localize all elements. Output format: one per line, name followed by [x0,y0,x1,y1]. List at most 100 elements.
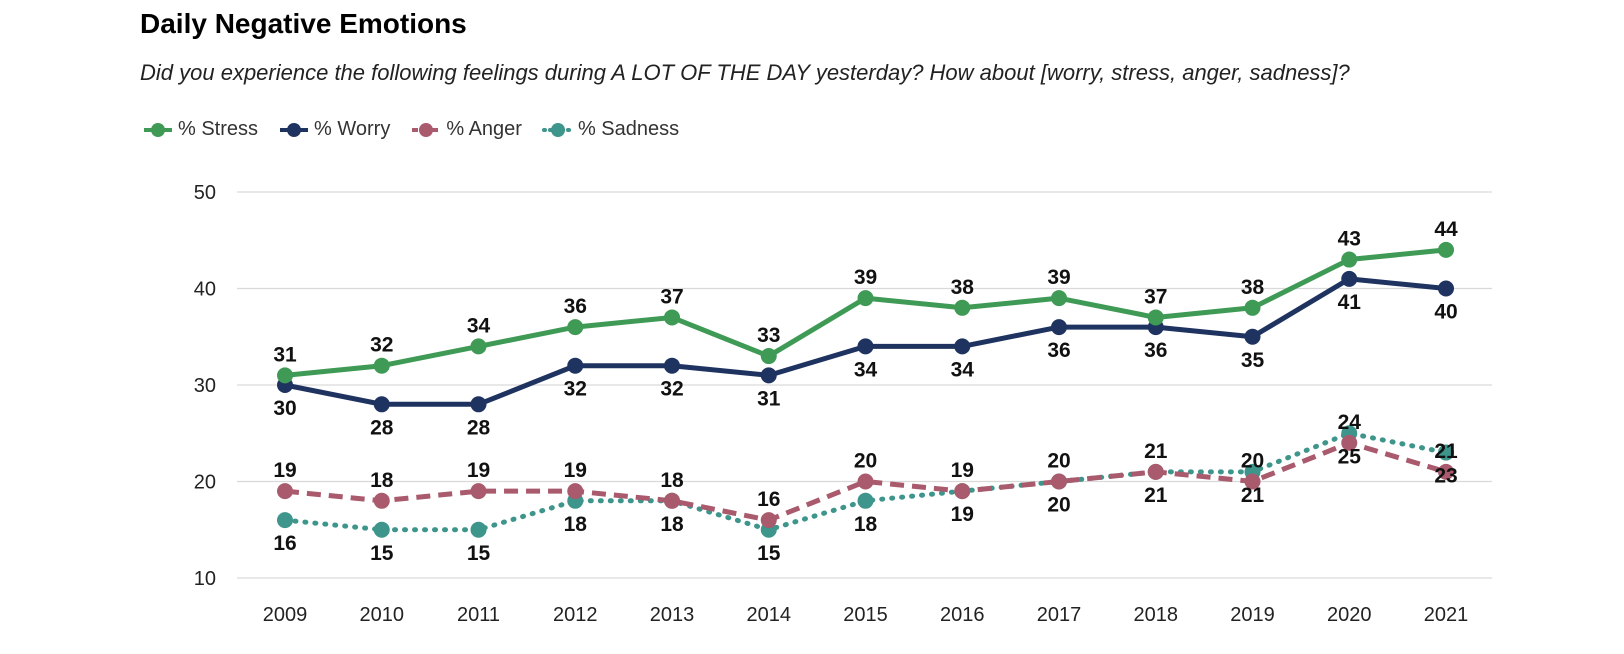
y-tick-label: 40 [194,279,216,301]
data-point [760,512,777,529]
data-label: 21 [1434,440,1458,463]
data-label: 19 [951,459,974,482]
data-label: 20 [1241,450,1264,473]
x-tick-label: 2009 [263,604,308,626]
data-label: 39 [1047,266,1070,289]
data-point [567,483,584,500]
data-label: 16 [757,488,780,511]
data-point [760,367,777,384]
x-tick-label: 2016 [940,604,985,626]
data-label: 34 [467,314,491,337]
data-label: 30 [273,397,296,420]
data-point [664,309,680,326]
data-point [470,396,487,413]
data-point [1438,241,1454,258]
data-point [954,299,971,316]
data-label: 18 [854,513,878,536]
legend-swatch-icon [412,122,441,137]
y-tick-label: 20 [194,472,216,494]
x-tick-label: 2017 [1037,604,1082,626]
data-label: 34 [854,358,878,381]
data-point [470,338,487,355]
y-tick-label: 30 [194,375,216,397]
data-point [1341,251,1358,268]
data-label: 36 [1047,339,1070,362]
data-label: 20 [1047,450,1070,473]
data-label: 36 [1144,339,1167,362]
y-tick-label: 50 [194,182,216,204]
chart-legend: % Stress % Worry % Anger % Sadness [142,118,679,141]
data-point [373,357,390,374]
legend-label: % Worry [314,118,391,140]
data-label: 19 [951,503,974,526]
data-point [1147,309,1164,326]
data-label: 15 [370,542,394,565]
data-point [857,473,874,490]
data-label: 16 [273,532,296,555]
data-point [470,483,487,500]
data-label: 34 [951,358,975,381]
data-label: 37 [660,285,683,308]
data-point [1051,473,1067,490]
data-point [857,492,874,509]
data-label: 32 [660,378,683,401]
legend-swatch-icon [541,122,574,137]
data-point [954,483,971,500]
data-label: 35 [1241,349,1265,372]
data-point [1341,434,1358,451]
data-point [470,521,487,538]
data-point [567,357,584,374]
data-label: 40 [1434,301,1457,324]
x-tick-label: 2015 [843,604,888,626]
data-point [664,357,680,374]
data-label: 39 [854,266,877,289]
legend-swatch-icon [144,122,172,137]
data-label: 36 [564,295,587,318]
data-label: 21 [1241,484,1265,507]
x-tick-label: 2010 [360,604,405,626]
data-point [1438,463,1454,480]
data-point [277,512,293,529]
x-tick-label: 2020 [1327,604,1372,626]
data-point [1244,328,1261,345]
data-label: 33 [757,324,780,347]
data-label: 15 [757,542,781,565]
x-tick-label: 2013 [650,604,695,626]
chart-subtitle: Did you experience the following feeling… [140,60,1350,85]
data-point [1051,290,1067,307]
data-point [1147,463,1164,480]
data-label: 20 [1047,494,1070,517]
data-label: 43 [1338,228,1361,251]
data-point [373,492,390,509]
data-label: 28 [467,416,491,439]
data-point [277,483,293,500]
data-point [857,338,874,355]
data-label: 31 [757,387,781,410]
x-tick-label: 2012 [553,604,598,626]
data-point [373,396,390,413]
legend-item: % Sadness [541,118,679,141]
chart-title: Daily Negative Emotions [140,8,467,39]
data-label: 20 [854,450,877,473]
legend-label: % Anger [446,118,522,140]
data-point [760,348,777,365]
data-point [954,338,971,355]
data-label: 32 [370,334,393,357]
data-label: 41 [1338,291,1362,314]
data-point [373,521,390,538]
data-label: 25 [1338,445,1362,468]
x-tick-label: 2019 [1230,604,1275,626]
data-point [1438,444,1454,461]
data-label: 38 [951,276,975,299]
data-point [664,492,680,509]
data-label: 32 [564,378,587,401]
data-label: 18 [564,513,588,536]
data-label: 28 [370,416,394,439]
legend-item: % Stress [142,118,258,141]
data-label: 44 [1434,218,1458,241]
x-tick-label: 2011 [457,604,500,626]
data-point [857,290,874,307]
data-point [1438,280,1454,297]
data-label: 19 [273,459,296,482]
